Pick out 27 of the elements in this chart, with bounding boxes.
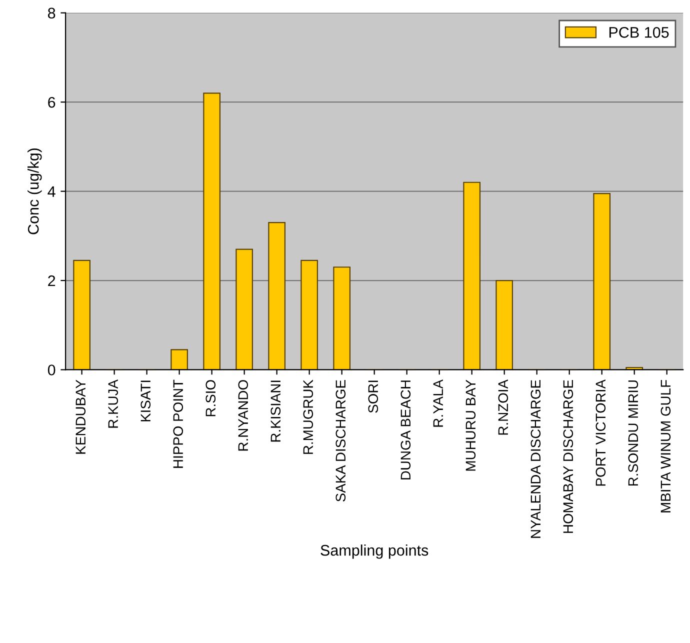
x-tick-label: R.NZOIA (498, 379, 508, 435)
x-tick-label: PORT VICTORIA (596, 379, 606, 486)
x-tick-label: KENDUBAY (76, 380, 86, 454)
y-tick-label: 4 (48, 186, 56, 197)
y-tick-label: 6 (48, 96, 56, 108)
x-tick-label: R.SONDU MIRIU (628, 380, 638, 486)
y-tick-label: 0 (48, 364, 56, 376)
y-tick-label: 2 (48, 275, 56, 286)
x-tick-label: MUHURU BAY (466, 380, 476, 471)
y-tick-label: 8 (48, 8, 56, 19)
x-tick-label: SAKA DISCHARGE (336, 380, 346, 502)
x-tick-label: DUNGA BEACH (400, 380, 411, 480)
x-tick-label: HOMABAY DISCHARGE (563, 380, 574, 533)
x-tick-label: R.MUGRUK (303, 380, 314, 454)
x-tick-label: SORI (368, 380, 378, 413)
x-tick-label: R.KUJA (108, 379, 118, 428)
legend-label: PCB 105 (609, 27, 669, 38)
x-tick-label: KISATI (140, 380, 151, 422)
x-axis-title: Sampling points (320, 544, 428, 559)
x-tick-label: HIPPO POINT (173, 380, 184, 468)
x-tick-label: R.NYANDO (238, 380, 248, 451)
x-tick-label: R.SIO (206, 380, 216, 416)
x-tick-label: NYALENDA DISCHARGE (530, 380, 541, 538)
y-axis-title: Conc (ug/kg) (28, 148, 42, 234)
x-tick-label: R.KISIANI (270, 380, 281, 442)
x-tick-label: R.YALA (433, 379, 443, 427)
x-tick-label: MBITA WINUM GULF (660, 380, 671, 512)
